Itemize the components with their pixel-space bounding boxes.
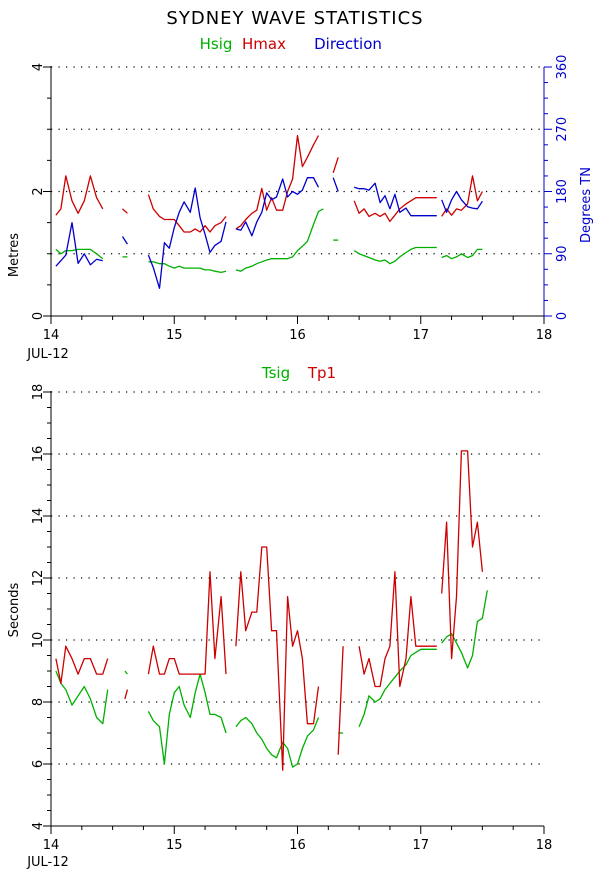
y-axis-label-degrees: Degrees TN [579,167,594,243]
series-direction-line-2 [147,187,227,289]
x-axis-date-label-top: JUL-12 [26,347,69,362]
x-tick-label-1-4: 18 [536,838,553,853]
series-tp1-line-1 [124,689,129,700]
series-tp1-line-3 [235,546,320,771]
series-direction-line-3 [235,177,320,237]
legend-direction: Direction [314,35,382,53]
y-tick-label-1-7: 18 [31,384,46,401]
x-tick-label-1-1: 15 [166,838,183,853]
y-tick-label-0-0: 0 [31,312,46,320]
x-tick-label-1-0: 14 [43,838,60,853]
series-hmax-line-6 [441,175,483,217]
series-hsig-line-5 [353,246,437,265]
series-direction-line-6 [441,190,483,213]
series-tsig [55,590,488,768]
series-direction-line-5 [354,182,437,217]
series-hmax-line-1 [122,208,128,214]
series-tsig-line-5 [358,648,437,728]
y-right-tick-label-1: 90 [555,245,570,262]
series-tp1 [55,450,484,771]
y-right-tick-label-2: 180 [555,179,570,204]
y-right-tick-label-0: 0 [555,312,570,320]
series-hsig [55,208,483,274]
series-tp1-line-4 [337,646,344,755]
series-direction [55,177,483,289]
y-right-tick-label-3: 270 [555,117,570,142]
legend-hmax: Hmax [242,35,286,53]
y-right-tick-label-4: 360 [555,55,570,80]
series-hsig-line-0 [55,248,104,260]
x-tick-label-1-2: 16 [289,838,306,853]
series-hmax-line-3 [235,134,320,230]
y-tick-label-1-1: 6 [31,760,46,768]
series-tp1-line-6 [441,450,484,660]
y-tick-label-1-6: 16 [31,446,46,463]
y-tick-label-1-0: 4 [31,822,46,830]
chart-title: SYDNEY WAVE STATISTICS [166,8,423,29]
x-tick-label-0-1: 15 [166,328,183,343]
series-hmax-line-0 [55,175,104,216]
series-tsig-line-6 [441,590,488,669]
series-tsig-line-1 [124,670,128,675]
x-tick-label-0-3: 17 [412,328,429,343]
x-tick-label-0-4: 18 [536,328,553,343]
series-direction-line-4 [332,177,339,192]
y-tick-label-0-1: 2 [31,187,46,195]
series-tp1-line-0 [55,645,109,685]
legend-tsig: Tsig [261,364,290,382]
y-axis-label-seconds: Seconds [7,582,22,637]
legend-hsig: Hsig [200,35,233,53]
wave-period-chart: 14 15 16 17 18 4 6 8 10 12 14 16 18 [31,384,552,853]
series-hmax-line-5 [353,197,437,223]
y-tick-label-1-3: 10 [31,632,46,649]
series-direction-line-1 [121,236,128,245]
y-axis-label-metres: Metres [7,233,22,277]
series-hsig-line-3 [235,208,324,272]
series-tsig-line-2 [147,673,227,765]
legend-tp1: Tp1 [307,364,336,382]
series-hmax-line-4 [332,157,339,173]
series-tsig-line-3 [235,716,320,768]
series-hsig-line-2 [148,261,227,274]
x-axis-date-label-bottom: JUL-12 [26,855,69,870]
x-tick-label-1-3: 17 [412,838,429,853]
series-direction-line-0 [55,221,103,267]
series-tsig-line-0 [55,670,109,725]
series-hsig-line-6 [441,248,483,260]
y-tick-label-1-5: 14 [31,508,46,525]
series-tp1-line-2 [147,571,227,675]
y-tick-label-0-2: 4 [31,63,46,71]
y-tick-label-1-2: 8 [31,698,46,706]
y-tick-label-1-4: 12 [31,570,46,587]
x-tick-label-0-2: 16 [289,328,306,343]
series-hmax-line-2 [147,194,227,233]
series-tp1-line-5 [358,571,437,688]
x-tick-label-0-0: 14 [43,328,60,343]
series-hmax [55,134,483,233]
